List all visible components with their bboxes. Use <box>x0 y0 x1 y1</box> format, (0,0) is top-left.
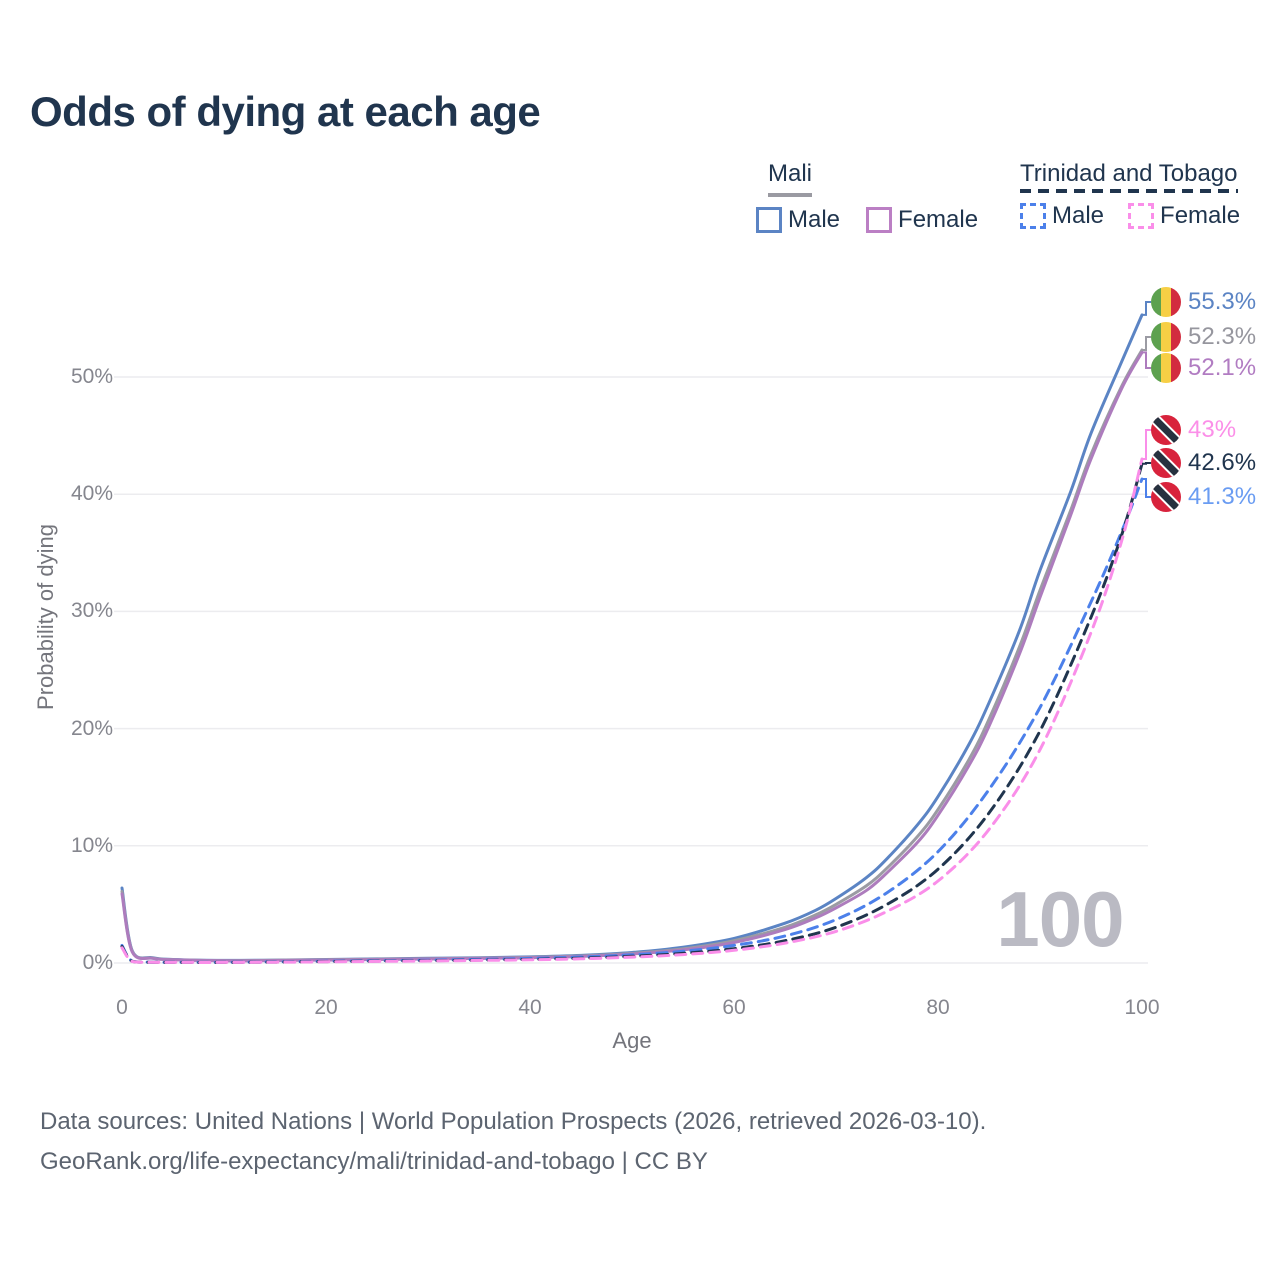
legend-swatch-mali-male[interactable] <box>756 207 782 233</box>
legend-group-trinidad-and-tobago: Trinidad and Tobago Male Female <box>1020 160 1240 230</box>
end-label-tt-male: 41.3% <box>1151 481 1256 513</box>
end-label-tt-female: 43% <box>1151 414 1236 446</box>
x-tick-40: 40 <box>518 996 542 1019</box>
y-tick-10: 10% <box>70 834 113 857</box>
age-watermark: 100 <box>996 875 1124 963</box>
end-label-connector <box>1142 336 1151 351</box>
legend-swatch-tt-female[interactable] <box>1128 203 1155 229</box>
trinidad-and-tobago-flag-icon <box>1151 415 1181 445</box>
end-label-value: 43% <box>1188 416 1237 443</box>
y-tick-20: 20% <box>70 717 113 740</box>
legend-swatch-mali-female[interactable] <box>866 207 893 233</box>
legend-label-tt-female[interactable]: Female <box>1160 202 1241 229</box>
mali-flag-icon <box>1151 322 1181 352</box>
page-title: Odds of dying at each age <box>30 88 541 135</box>
chart-plot-area <box>114 301 1151 964</box>
end-label-value: 55.3% <box>1188 288 1257 315</box>
end-label-connector <box>1142 351 1151 369</box>
legend-row-trinidad-and-tobago: Male Female <box>1020 202 1240 230</box>
legend-label-mali-female[interactable]: Female <box>898 206 979 233</box>
end-label-mali-total: 52.3% <box>1151 321 1256 353</box>
legend-label-tt-male[interactable]: Male <box>1052 202 1105 229</box>
end-label-value: 41.3% <box>1188 483 1257 510</box>
series-line-mali-total[interactable] <box>120 348 1144 963</box>
x-tick-20: 20 <box>314 996 338 1019</box>
trinidad-and-tobago-flag-icon <box>1151 448 1181 478</box>
end-label-mali-male: 55.3% <box>1151 286 1256 318</box>
x-tick-0: 0 <box>116 996 128 1019</box>
y-axis-title: Probability of dying <box>33 524 58 710</box>
legend-label-mali-male[interactable]: Male <box>788 206 841 233</box>
legend-row-mali: Male Female <box>756 206 978 234</box>
series-line-mali-female[interactable] <box>120 350 1144 963</box>
series-line-mali-male[interactable] <box>120 313 1144 962</box>
end-label-connector <box>1142 429 1151 460</box>
x-tick-100: 100 <box>1124 996 1160 1019</box>
data-sources-text: Data sources: United Nations | World Pop… <box>40 1108 987 1135</box>
y-tick-50: 50% <box>70 365 113 388</box>
end-label-value: 52.3% <box>1188 323 1257 350</box>
y-tick-30: 30% <box>70 599 113 622</box>
legend-group-mali: Mali Male Female <box>756 160 978 234</box>
end-label-connector <box>1142 462 1151 465</box>
legend-title-trinidad-and-tobago: Trinidad and Tobago <box>1020 160 1238 193</box>
legend-title-mali: Mali <box>768 160 813 197</box>
x-axis-title: Age <box>612 1028 652 1053</box>
series-line-trinidad-and-tobago-female[interactable] <box>120 457 1144 964</box>
end-label-value: 52.1% <box>1188 354 1257 381</box>
x-tick-60: 60 <box>722 996 746 1019</box>
y-tick-0: 0% <box>82 951 113 974</box>
end-label-mali-female: 52.1% <box>1151 352 1256 384</box>
y-tick-40: 40% <box>70 482 113 505</box>
mali-flag-icon <box>1151 287 1181 317</box>
x-tick-80: 80 <box>926 996 950 1019</box>
end-label-tt-total: 42.6% <box>1151 447 1256 479</box>
trinidad-and-tobago-flag-icon <box>1151 482 1181 512</box>
attribution-text: GeoRank.org/life-expectancy/mali/trinida… <box>40 1148 708 1175</box>
end-label-connector <box>1142 301 1151 316</box>
legend-swatch-tt-male[interactable] <box>1020 203 1046 229</box>
mali-flag-icon <box>1151 353 1181 383</box>
end-label-connector <box>1142 478 1151 498</box>
end-label-value: 42.6% <box>1188 449 1257 476</box>
